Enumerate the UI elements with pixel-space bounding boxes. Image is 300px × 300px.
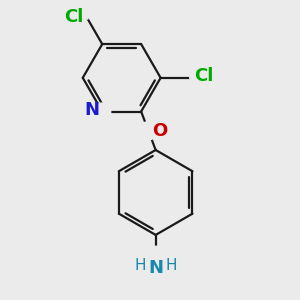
Text: H: H — [166, 258, 177, 273]
Circle shape — [87, 18, 88, 19]
Text: Cl: Cl — [194, 68, 213, 85]
Circle shape — [94, 103, 111, 120]
Text: N: N — [148, 259, 163, 277]
Text: N: N — [84, 101, 99, 119]
Text: O: O — [152, 122, 167, 140]
Circle shape — [139, 122, 158, 140]
Circle shape — [146, 246, 166, 266]
Text: H: H — [134, 258, 146, 273]
Text: Cl: Cl — [64, 8, 84, 26]
Circle shape — [190, 77, 191, 79]
